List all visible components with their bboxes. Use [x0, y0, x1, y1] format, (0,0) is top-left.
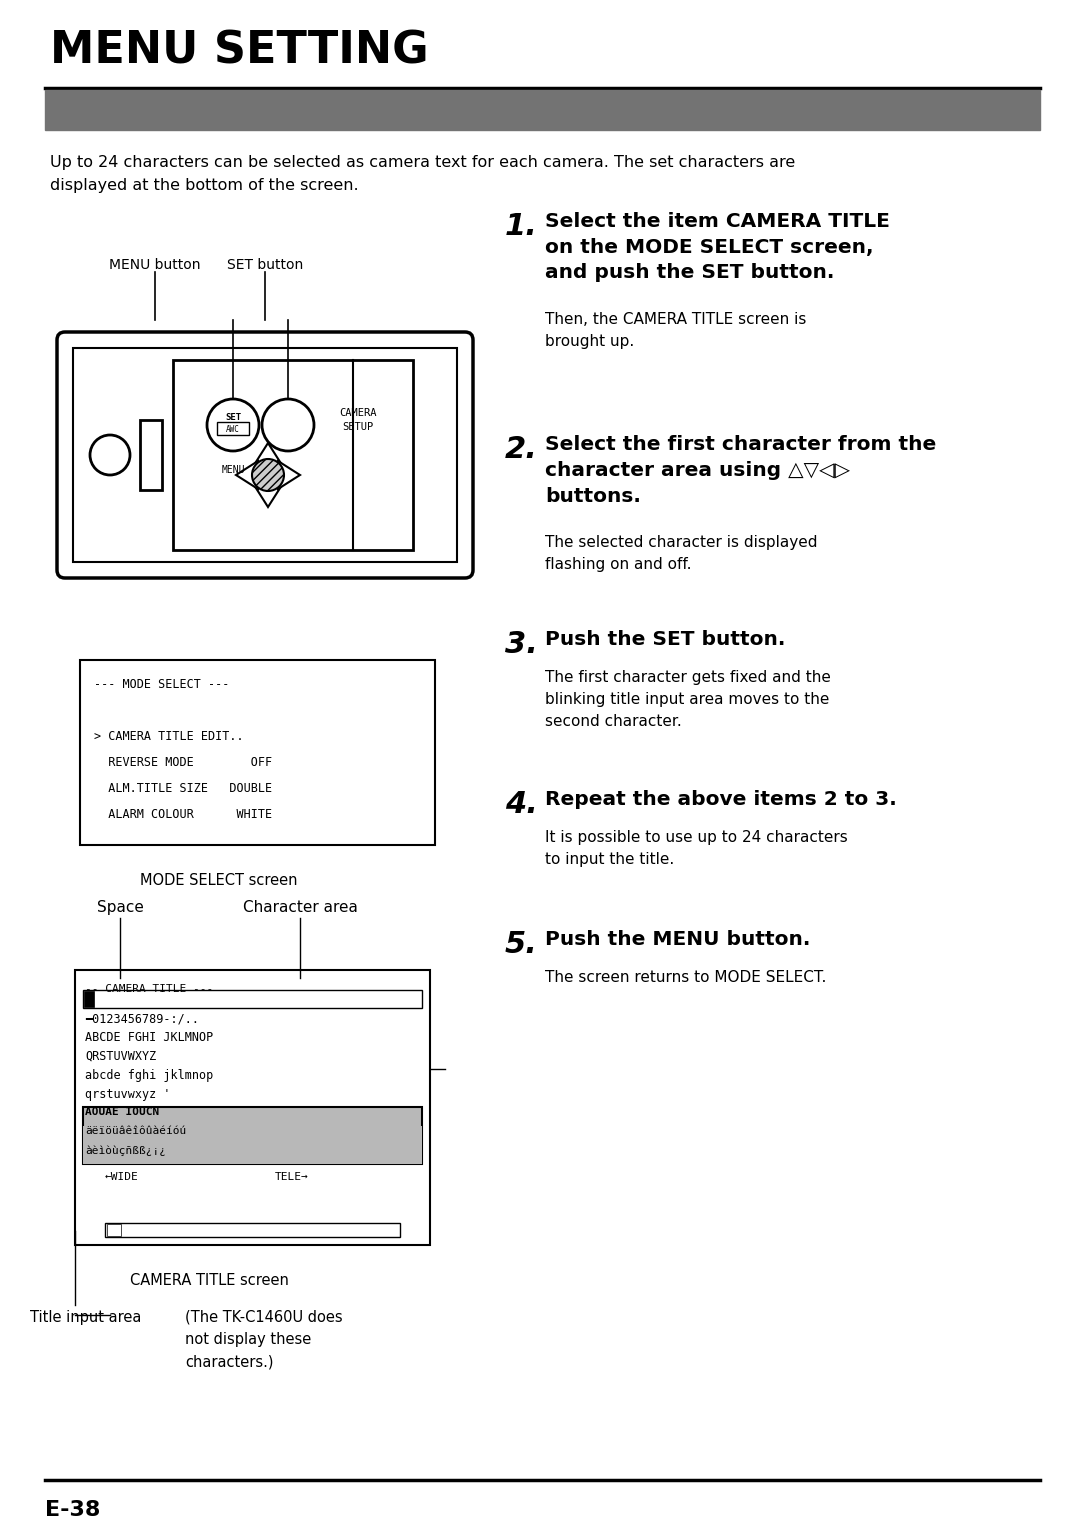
- Bar: [83, 989, 422, 1008]
- Text: MENU SETTING: MENU SETTING: [50, 31, 429, 73]
- Text: abcde fghi jklmnop: abcde fghi jklmnop: [85, 1069, 213, 1083]
- Bar: [80, 661, 435, 846]
- Text: TELE→: TELE→: [275, 1173, 309, 1182]
- Text: Space: Space: [96, 901, 144, 914]
- Bar: [83, 1145, 422, 1164]
- Text: SET button: SET button: [227, 258, 303, 272]
- Text: ALARM COLOUR      WHITE: ALARM COLOUR WHITE: [94, 807, 272, 821]
- Text: The screen returns to MODE SELECT.: The screen returns to MODE SELECT.: [545, 969, 826, 985]
- Circle shape: [262, 399, 314, 451]
- Text: ABCDE FGHI JKLMNOP: ABCDE FGHI JKLMNOP: [85, 1031, 213, 1044]
- Text: qrstuvwxyz ': qrstuvwxyz ': [85, 1089, 171, 1101]
- Text: Up to 24 characters can be selected as camera text for each camera. The set char: Up to 24 characters can be selected as c…: [50, 154, 795, 193]
- Text: > CAMERA TITLE EDIT..: > CAMERA TITLE EDIT..: [94, 729, 244, 743]
- Text: Character area: Character area: [243, 901, 357, 914]
- Text: Push the MENU button.: Push the MENU button.: [545, 930, 810, 950]
- Text: Select the first character from the
character area using △▽◁▷
buttons.: Select the first character from the char…: [545, 434, 936, 506]
- Circle shape: [90, 434, 130, 476]
- Text: The first character gets fixed and the
blinking title input area moves to the
se: The first character gets fixed and the b…: [545, 670, 831, 729]
- Polygon shape: [254, 443, 282, 465]
- Text: AWC: AWC: [226, 425, 240, 434]
- Text: CAMERA
SETUP: CAMERA SETUP: [339, 408, 377, 431]
- Text: Push the SET button.: Push the SET button.: [545, 630, 785, 648]
- Circle shape: [207, 399, 259, 451]
- Text: MODE SELECT screen: MODE SELECT screen: [140, 873, 297, 888]
- Text: AOUAE IOUCN: AOUAE IOUCN: [85, 1107, 159, 1118]
- Text: The selected character is displayed
flashing on and off.: The selected character is displayed flas…: [545, 535, 818, 572]
- Text: MENU: MENU: [221, 465, 245, 476]
- Text: Then, the CAMERA TITLE screen is
brought up.: Then, the CAMERA TITLE screen is brought…: [545, 312, 807, 349]
- Bar: [83, 1107, 422, 1164]
- Text: E-38: E-38: [45, 1500, 100, 1520]
- Text: It is possible to use up to 24 characters
to input the title.: It is possible to use up to 24 character…: [545, 830, 848, 867]
- Text: 4.: 4.: [505, 790, 538, 820]
- Text: 3.: 3.: [505, 630, 538, 659]
- Text: ALM.TITLE SIZE   DOUBLE: ALM.TITLE SIZE DOUBLE: [94, 781, 272, 795]
- Text: Select the item CAMERA TITLE
on the MODE SELECT screen,
and push the SET button.: Select the item CAMERA TITLE on the MODE…: [545, 213, 890, 283]
- Text: 5.: 5.: [505, 930, 538, 959]
- Text: 1.: 1.: [505, 213, 538, 242]
- Text: ━0123456789-:/..: ━0123456789-:/..: [85, 1012, 199, 1024]
- Polygon shape: [278, 462, 300, 489]
- Bar: [73, 349, 457, 563]
- Bar: [105, 1223, 400, 1237]
- Bar: [84, 991, 94, 1008]
- Text: 2.: 2.: [505, 434, 538, 463]
- Text: SET: SET: [225, 413, 241, 422]
- Text: ←WIDE: ←WIDE: [105, 1173, 138, 1182]
- Bar: [140, 420, 162, 489]
- Text: Title input area: Title input area: [30, 1310, 141, 1326]
- Bar: [75, 969, 430, 1245]
- Text: CAMERA TITLE Setting: CAMERA TITLE Setting: [62, 141, 342, 161]
- Text: Repeat the above items 2 to 3.: Repeat the above items 2 to 3.: [545, 790, 896, 809]
- Text: --- MODE SELECT ---: --- MODE SELECT ---: [94, 677, 229, 691]
- Text: REVERSE MODE        OFF: REVERSE MODE OFF: [94, 755, 272, 769]
- Text: QRSTUVWXYZ: QRSTUVWXYZ: [85, 1050, 157, 1063]
- Bar: [173, 359, 413, 550]
- FancyBboxPatch shape: [57, 332, 473, 578]
- Bar: [83, 1107, 422, 1125]
- Bar: [217, 422, 249, 434]
- Circle shape: [252, 459, 284, 491]
- Bar: [45, 90, 1040, 130]
- Text: (The TK-C1460U does
not display these
characters.): (The TK-C1460U does not display these ch…: [185, 1310, 342, 1370]
- Polygon shape: [254, 485, 282, 508]
- Text: -- CAMERA TITLE ---: -- CAMERA TITLE ---: [85, 985, 213, 994]
- Bar: [107, 1225, 121, 1235]
- Text: äëïöüâêîôûàéíóú: äëïöüâêîôûàéíóú: [85, 1125, 186, 1136]
- Bar: [83, 1125, 422, 1145]
- Text: àèìòùçñßß¿¡¿: àèìòùçñßß¿¡¿: [85, 1145, 166, 1156]
- Text: MENU button: MENU button: [109, 258, 201, 272]
- Polygon shape: [237, 462, 258, 489]
- Text: CAMERA TITLE screen: CAMERA TITLE screen: [130, 1274, 288, 1287]
